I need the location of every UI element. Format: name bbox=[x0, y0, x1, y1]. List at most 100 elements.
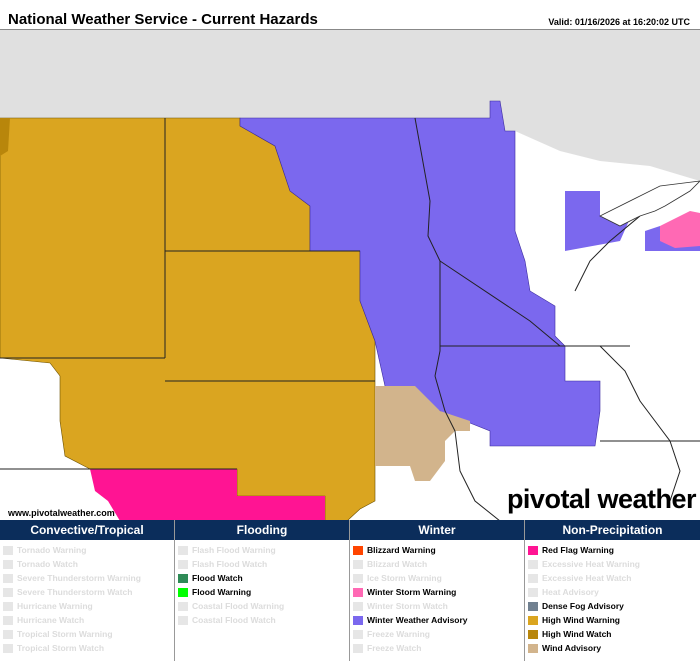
legend-header: Non-Precipitation bbox=[525, 520, 700, 540]
legend-item[interactable]: Winter Storm Warning bbox=[350, 585, 524, 599]
legend-label: Flood Warning bbox=[192, 587, 252, 597]
legend-swatch bbox=[3, 629, 13, 639]
legend-swatch bbox=[353, 587, 363, 597]
legend-label: Winter Storm Watch bbox=[367, 601, 448, 611]
legend-item[interactable]: Excessive Heat Watch bbox=[525, 571, 700, 585]
legend-item[interactable]: Ice Storm Warning bbox=[350, 571, 524, 585]
legend-item[interactable]: Tornado Warning bbox=[0, 543, 174, 557]
legend-swatch bbox=[3, 559, 13, 569]
valid-time: Valid: 01/16/2026 at 16:20:02 UTC bbox=[548, 17, 690, 27]
legend-item[interactable]: Red Flag Warning bbox=[525, 543, 700, 557]
legend-item[interactable]: Hurricane Watch bbox=[0, 613, 174, 627]
legend-label: Freeze Warning bbox=[367, 629, 430, 639]
lake-superior bbox=[599, 180, 700, 227]
legend-swatch bbox=[528, 587, 538, 597]
legend-swatch bbox=[528, 615, 538, 625]
legend-item[interactable]: Severe Thunderstorm Warning bbox=[0, 571, 174, 585]
legend-label: Coastal Flood Watch bbox=[192, 615, 276, 625]
legend-swatch bbox=[178, 545, 188, 555]
legend-swatch bbox=[178, 587, 188, 597]
legend-item[interactable]: Tropical Storm Warning bbox=[0, 627, 174, 641]
legend-header: Winter bbox=[350, 520, 524, 540]
legend-item[interactable]: Winter Storm Watch bbox=[350, 599, 524, 613]
legend-item[interactable]: Freeze Watch bbox=[350, 641, 524, 655]
legend-label: Flash Flood Warning bbox=[192, 545, 276, 555]
legend-item[interactable]: Severe Thunderstorm Watch bbox=[0, 585, 174, 599]
legend-label: Severe Thunderstorm Warning bbox=[17, 573, 141, 583]
pivotal-weather-logo: pivotal weather bbox=[506, 484, 697, 514]
legend-item[interactable]: High Wind Watch bbox=[525, 627, 700, 641]
legend-item[interactable]: Flash Flood Watch bbox=[175, 557, 349, 571]
legend-label: Hurricane Watch bbox=[17, 615, 85, 625]
legend-swatch bbox=[353, 615, 363, 625]
legend-label: Blizzard Warning bbox=[367, 545, 436, 555]
legend-label: Tropical Storm Watch bbox=[17, 643, 105, 653]
legend-label: Ice Storm Warning bbox=[367, 573, 442, 583]
legend-item[interactable]: Winter Weather Advisory bbox=[350, 613, 524, 627]
legend-swatch bbox=[528, 545, 538, 555]
legend-label: Blizzard Watch bbox=[367, 559, 428, 569]
legend-swatch bbox=[528, 643, 538, 653]
legend-label: Winter Storm Warning bbox=[367, 587, 457, 597]
legend: Convective/Tropical Tornado Warning Tornad… bbox=[0, 520, 700, 661]
legend-swatch bbox=[3, 587, 13, 597]
legend-item[interactable]: Blizzard Warning bbox=[350, 543, 524, 557]
legend-item[interactable]: Coastal Flood Watch bbox=[175, 613, 349, 627]
legend-item[interactable]: Tornado Watch bbox=[0, 557, 174, 571]
red-flag-warning-area bbox=[90, 469, 325, 521]
legend-label: Excessive Heat Watch bbox=[542, 573, 632, 583]
wind-advisory-area bbox=[375, 386, 470, 481]
legend-swatch bbox=[353, 559, 363, 569]
legend-column: Convective/Tropical Tornado Warning Tornad… bbox=[0, 520, 175, 661]
legend-swatch bbox=[3, 573, 13, 583]
legend-swatch bbox=[3, 601, 13, 611]
legend-item[interactable]: High Wind Warning bbox=[525, 613, 700, 627]
legend-item[interactable]: Flood Warning bbox=[175, 585, 349, 599]
legend-label: Freeze Watch bbox=[367, 643, 422, 653]
legend-item[interactable]: Tropical Storm Watch bbox=[0, 641, 174, 655]
legend-item[interactable]: Freeze Warning bbox=[350, 627, 524, 641]
legend-label: Red Flag Warning bbox=[542, 545, 614, 555]
legend-item[interactable]: Heat Advisory bbox=[525, 585, 700, 599]
legend-header: Flooding bbox=[175, 520, 349, 540]
legend-label: Coastal Flood Warning bbox=[192, 601, 285, 611]
legend-column: Non-Precipitation Red Flag Warning Excessi… bbox=[525, 520, 700, 661]
hazard-map[interactable] bbox=[0, 29, 700, 521]
legend-swatch bbox=[178, 615, 188, 625]
winter-storm-warning-area bbox=[660, 211, 700, 248]
legend-header: Convective/Tropical bbox=[0, 520, 174, 540]
legend-swatch bbox=[3, 643, 13, 653]
legend-swatch bbox=[528, 559, 538, 569]
legend-item[interactable]: Coastal Flood Warning bbox=[175, 599, 349, 613]
legend-swatch bbox=[528, 601, 538, 611]
watermark-url: www.pivotalweather.com bbox=[8, 508, 115, 518]
legend-item[interactable]: Wind Advisory bbox=[525, 641, 700, 655]
legend-label: Tropical Storm Warning bbox=[17, 629, 113, 639]
legend-label: Excessive Heat Warning bbox=[542, 559, 640, 569]
legend-label: Wind Advisory bbox=[542, 643, 602, 653]
legend-swatch bbox=[528, 573, 538, 583]
legend-label: Flood Watch bbox=[192, 573, 243, 583]
legend-item[interactable]: Flood Watch bbox=[175, 571, 349, 585]
state-borders bbox=[0, 117, 700, 521]
legend-column: Flooding Flash Flood Warning Flash Flood W… bbox=[175, 520, 350, 661]
legend-label: High Wind Warning bbox=[542, 615, 620, 625]
legend-label: Tornado Watch bbox=[17, 559, 78, 569]
legend-label: Tornado Warning bbox=[17, 545, 87, 555]
page-title: National Weather Service - Current Hazar… bbox=[8, 11, 318, 28]
legend-label: Severe Thunderstorm Watch bbox=[17, 587, 133, 597]
legend-item[interactable]: Blizzard Watch bbox=[350, 557, 524, 571]
legend-swatch bbox=[353, 573, 363, 583]
legend-item[interactable]: Flash Flood Warning bbox=[175, 543, 349, 557]
legend-item[interactable]: Excessive Heat Warning bbox=[525, 557, 700, 571]
legend-label: High Wind Watch bbox=[542, 629, 612, 639]
legend-swatch bbox=[3, 545, 13, 555]
legend-item[interactable]: Hurricane Warning bbox=[0, 599, 174, 613]
legend-swatch bbox=[178, 559, 188, 569]
legend-column: Winter Blizzard Warning Blizzard Watch Ice … bbox=[350, 520, 525, 661]
legend-item[interactable]: Dense Fog Advisory bbox=[525, 599, 700, 613]
legend-swatch bbox=[178, 573, 188, 583]
legend-label: Winter Weather Advisory bbox=[367, 615, 468, 625]
legend-swatch bbox=[353, 601, 363, 611]
high-wind-watch-area bbox=[0, 118, 10, 156]
